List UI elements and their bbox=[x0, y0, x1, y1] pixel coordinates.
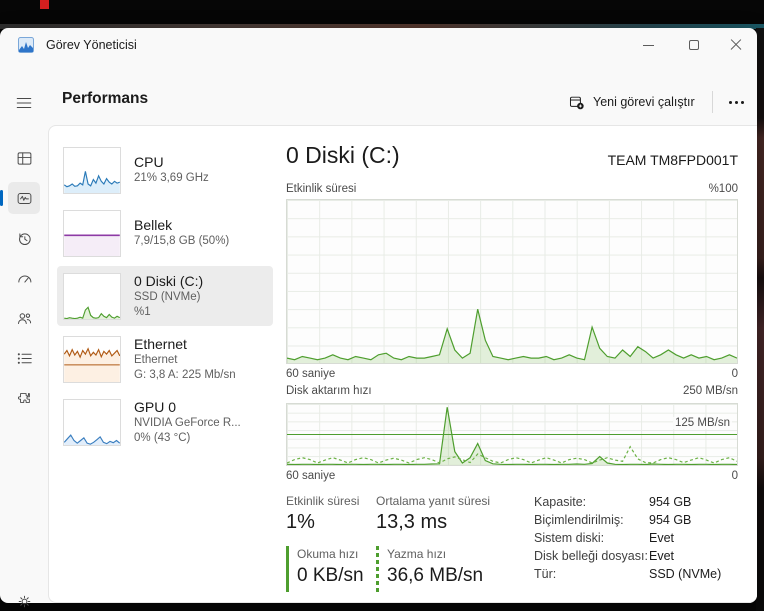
sidebar-item-memory[interactable]: Bellek 7,9/15,8 GB (50%) bbox=[57, 203, 273, 263]
ethernet-thumbnail-chart bbox=[63, 335, 121, 383]
system-disk-row: Sistem diski: Evet bbox=[534, 531, 675, 545]
memory-thumbnail-chart bbox=[63, 209, 121, 257]
menu-toggle-button[interactable] bbox=[8, 87, 40, 119]
selected-indicator bbox=[0, 190, 3, 206]
disk-subtitle: SSD (NVMe) bbox=[134, 291, 201, 303]
close-button[interactable] bbox=[714, 28, 757, 62]
processes-icon bbox=[17, 151, 31, 165]
close-icon bbox=[730, 39, 742, 51]
background-accent bbox=[40, 0, 49, 9]
gpu-usage: 0% (43 °C) bbox=[134, 431, 191, 444]
type-row: Tür: SSD (NVMe) bbox=[534, 567, 722, 581]
ethernet-title: Ethernet bbox=[134, 336, 187, 352]
device-name: TEAM TM8FPD001T bbox=[607, 152, 738, 168]
cpu-title: CPU bbox=[134, 154, 164, 171]
run-new-task-button[interactable]: Yeni görevi çalıştır bbox=[558, 87, 705, 117]
active-time-label: Etkinlik süresi bbox=[286, 494, 360, 508]
sidebar-item-gpu[interactable]: GPU 0 NVIDIA GeForce R... 0% (43 °C) bbox=[57, 392, 273, 452]
read-speed-label: Okuma hızı bbox=[297, 547, 359, 561]
details-list-icon bbox=[17, 352, 32, 364]
memory-title: Bellek bbox=[134, 217, 173, 234]
sidebar-item-processes[interactable] bbox=[8, 142, 40, 174]
maximize-button[interactable] bbox=[672, 28, 716, 62]
sidebar-item-cpu[interactable]: CPU 21% 3,69 GHz bbox=[57, 140, 273, 200]
sidebar-item-users[interactable] bbox=[8, 302, 40, 334]
sidebar-item-details[interactable] bbox=[8, 342, 40, 374]
activity-chart-area bbox=[286, 199, 738, 364]
sidebar-item-disk[interactable]: 0 Diski (C:) SSD (NVMe) %1 bbox=[57, 266, 273, 326]
new-task-icon bbox=[569, 96, 584, 109]
transfer-chart-label: Disk aktarım hızı bbox=[286, 385, 372, 397]
sidebar-item-startup-apps[interactable] bbox=[8, 262, 40, 294]
detail-title: 0 Diski (C:) bbox=[286, 142, 400, 168]
transfer-chart-svg bbox=[286, 407, 738, 466]
sidebar-item-services[interactable] bbox=[8, 382, 40, 414]
read-speed-legend-bar bbox=[286, 546, 289, 592]
navigation-rail bbox=[0, 62, 48, 607]
ethernet-subtitle: Ethernet bbox=[134, 354, 178, 366]
page-file-row: Disk belleği dosyası: Evet bbox=[534, 549, 675, 563]
sidebar-item-performance[interactable] bbox=[0, 182, 40, 214]
memory-subtitle: 7,9/15,8 GB (50%) bbox=[134, 235, 230, 248]
transfer-ref-label: 125 MB/sn bbox=[673, 417, 732, 429]
active-time-value: 1% bbox=[286, 511, 315, 533]
sidebar-item-app-history[interactable] bbox=[8, 222, 40, 254]
cpu-thumbnail-chart bbox=[63, 146, 121, 194]
header-separator bbox=[712, 91, 713, 113]
response-time-value: 13,3 ms bbox=[376, 511, 448, 533]
disk-usage: %1 bbox=[134, 305, 151, 318]
transfer-x-left: 60 saniye bbox=[286, 470, 336, 482]
services-icon bbox=[17, 392, 30, 403]
speedometer-icon bbox=[17, 275, 31, 283]
settings-button[interactable] bbox=[8, 585, 40, 611]
disk-properties: Kapasite: 954 GB Biçimlendirilmiş: 954 G… bbox=[534, 495, 738, 585]
background-right-strip bbox=[756, 28, 764, 611]
hamburger-icon bbox=[16, 97, 32, 109]
sidebar-item-ethernet[interactable]: Ethernet Ethernet G: 3,8 A: 225 Mb/sn bbox=[57, 329, 273, 389]
activity-x-right: 0 bbox=[731, 368, 738, 380]
activity-chart-svg bbox=[286, 309, 738, 363]
more-options-button[interactable] bbox=[720, 89, 752, 115]
gpu-title: GPU 0 bbox=[134, 399, 177, 415]
response-time-label: Ortalama yanıt süresi bbox=[376, 494, 491, 508]
transfer-chart-area: 125 MB/sn bbox=[286, 403, 738, 466]
minimize-button[interactable] bbox=[626, 28, 670, 62]
gpu-thumbnail-chart bbox=[63, 398, 121, 446]
gpu-subtitle: NVIDIA GeForce R... bbox=[134, 417, 241, 429]
disk-title: 0 Diski (C:) bbox=[134, 273, 204, 289]
run-new-task-label: Yeni görevi çalıştır bbox=[593, 95, 695, 109]
capacity-row: Kapasite: 954 GB bbox=[534, 495, 692, 509]
activity-chart-label: Etkinlik süresi bbox=[286, 183, 357, 195]
transfer-chart-max: 250 MB/sn bbox=[683, 385, 738, 397]
window-title: Görev Yöneticisi bbox=[46, 38, 137, 52]
history-icon bbox=[18, 232, 31, 245]
write-speed-label: Yazma hızı bbox=[387, 547, 447, 561]
content-card: CPU 21% 3,69 GHz Bellek 7,9/15,8 GB (50%… bbox=[48, 125, 757, 603]
background-blur-strip bbox=[0, 24, 764, 29]
activity-chart-max: %100 bbox=[708, 183, 738, 195]
performance-icon bbox=[17, 192, 31, 204]
page-title: Performans bbox=[62, 90, 149, 107]
users-icon bbox=[17, 312, 31, 324]
write-speed-legend-bar bbox=[376, 546, 379, 592]
task-manager-icon bbox=[18, 37, 34, 53]
read-speed-value: 0 KB/sn bbox=[297, 565, 364, 586]
write-speed-value: 36,6 MB/sn bbox=[387, 565, 484, 586]
task-manager-window: Görev Yöneticisi bbox=[0, 28, 757, 607]
disk-detail-panel: 0 Diski (C:) TEAM TM8FPD001T Etkinlik sü… bbox=[286, 126, 738, 602]
titlebar[interactable]: Görev Yöneticisi bbox=[0, 28, 757, 62]
formatted-row: Biçimlendirilmiş: 954 GB bbox=[534, 513, 692, 527]
gear-icon bbox=[18, 595, 30, 607]
minimize-icon bbox=[642, 44, 654, 46]
ethernet-throughput: G: 3,8 A: 225 Mb/sn bbox=[134, 368, 236, 381]
performance-sidebar: CPU 21% 3,69 GHz Bellek 7,9/15,8 GB (50%… bbox=[57, 140, 273, 455]
disk-thumbnail-chart bbox=[63, 272, 121, 320]
cpu-subtitle: 21% 3,69 GHz bbox=[134, 172, 209, 185]
maximize-icon bbox=[689, 40, 699, 50]
activity-x-left: 60 saniye bbox=[286, 368, 336, 380]
transfer-x-right: 0 bbox=[731, 470, 738, 482]
